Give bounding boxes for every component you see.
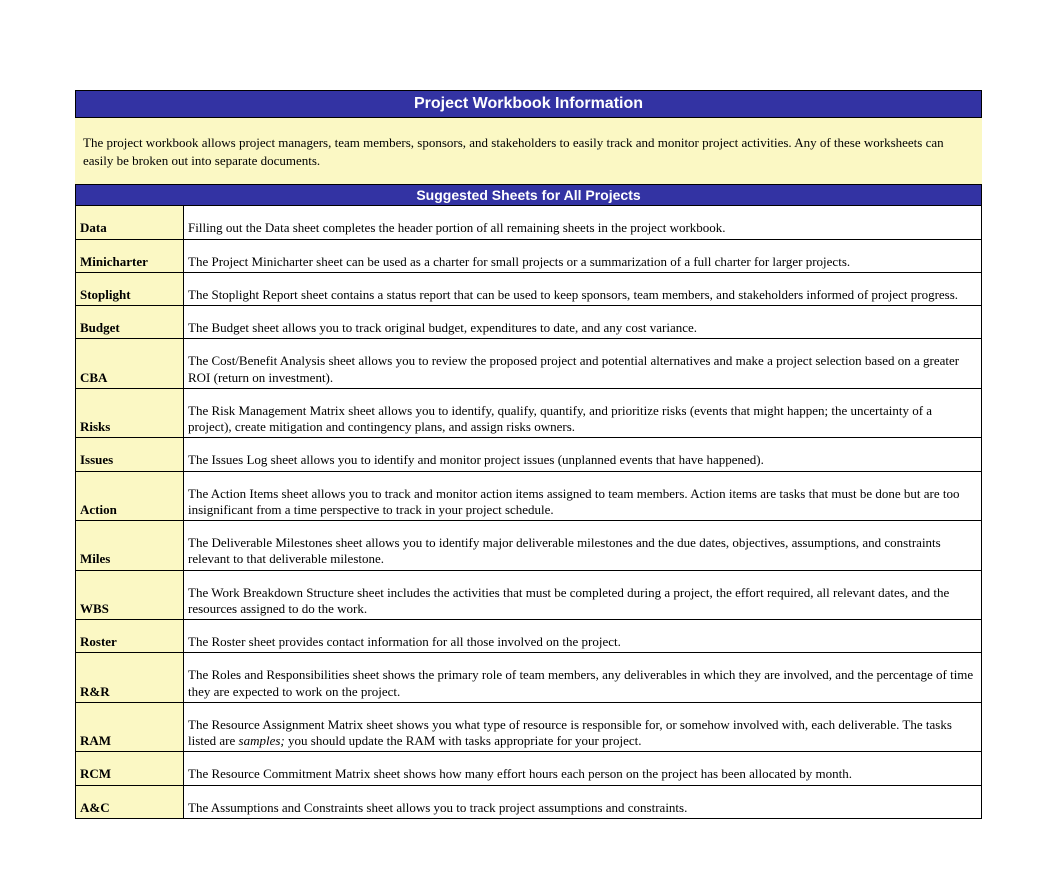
table-row: R&RThe Roles and Responsibilities sheet …	[76, 653, 982, 703]
sheet-description-cell: The Roster sheet provides contact inform…	[184, 620, 982, 653]
sheet-description-cell: The Action Items sheet allows you to tra…	[184, 471, 982, 521]
table-row: RisksThe Risk Management Matrix sheet al…	[76, 388, 982, 438]
sheet-description-cell: The Project Minicharter sheet can be use…	[184, 239, 982, 272]
sheet-name-cell: RAM	[76, 702, 184, 752]
table-row: A&CThe Assumptions and Constraints sheet…	[76, 785, 982, 818]
sheet-name-cell: Action	[76, 471, 184, 521]
sheet-description-cell: The Assumptions and Constraints sheet al…	[184, 785, 982, 818]
table-row: RAMThe Resource Assignment Matrix sheet …	[76, 702, 982, 752]
table-row: MilesThe Deliverable Milestones sheet al…	[76, 521, 982, 571]
table-row: MinicharterThe Project Minicharter sheet…	[76, 239, 982, 272]
sheet-description-cell: Filling out the Data sheet completes the…	[184, 206, 982, 239]
sheet-description-cell: The Roles and Responsibilities sheet sho…	[184, 653, 982, 703]
sheet-description-cell: The Cost/Benefit Analysis sheet allows y…	[184, 339, 982, 389]
sheet-name-cell: Budget	[76, 306, 184, 339]
sheet-name-cell: Minicharter	[76, 239, 184, 272]
description-italic: samples;	[239, 733, 285, 748]
table-row: BudgetThe Budget sheet allows you to tra…	[76, 306, 982, 339]
sheet-name-cell: RCM	[76, 752, 184, 785]
table-row: ActionThe Action Items sheet allows you …	[76, 471, 982, 521]
sheet-name-cell: R&R	[76, 653, 184, 703]
sheet-name-cell: Risks	[76, 388, 184, 438]
sheet-description-cell: The Stoplight Report sheet contains a st…	[184, 272, 982, 305]
table-row: RosterThe Roster sheet provides contact …	[76, 620, 982, 653]
sheet-description-cell: The Budget sheet allows you to track ori…	[184, 306, 982, 339]
description-text: you should update the RAM with tasks app…	[285, 733, 642, 748]
sheet-description-cell: The Resource Commitment Matrix sheet sho…	[184, 752, 982, 785]
table-row: WBSThe Work Breakdown Structure sheet in…	[76, 570, 982, 620]
sheet-name-cell: Stoplight	[76, 272, 184, 305]
sheet-name-cell: Data	[76, 206, 184, 239]
table-row: DataFilling out the Data sheet completes…	[76, 206, 982, 239]
table-row: CBAThe Cost/Benefit Analysis sheet allow…	[76, 339, 982, 389]
sheet-name-cell: WBS	[76, 570, 184, 620]
table-row: RCMThe Resource Commitment Matrix sheet …	[76, 752, 982, 785]
sheet-description-cell: The Risk Management Matrix sheet allows …	[184, 388, 982, 438]
intro-paragraph: The project workbook allows project mana…	[75, 118, 982, 184]
sheet-name-cell: A&C	[76, 785, 184, 818]
sheet-description-cell: The Work Breakdown Structure sheet inclu…	[184, 570, 982, 620]
sheet-description-cell: The Issues Log sheet allows you to ident…	[184, 438, 982, 471]
sheet-name-cell: Miles	[76, 521, 184, 571]
page-title: Project Workbook Information	[75, 90, 982, 118]
sheet-description-cell: The Resource Assignment Matrix sheet sho…	[184, 702, 982, 752]
sheet-name-cell: Issues	[76, 438, 184, 471]
sheets-table: DataFilling out the Data sheet completes…	[75, 205, 982, 819]
table-row: IssuesThe Issues Log sheet allows you to…	[76, 438, 982, 471]
sheet-name-cell: Roster	[76, 620, 184, 653]
sheet-description-cell: The Deliverable Milestones sheet allows …	[184, 521, 982, 571]
table-row: StoplightThe Stoplight Report sheet cont…	[76, 272, 982, 305]
section-header: Suggested Sheets for All Projects	[75, 184, 982, 205]
sheet-name-cell: CBA	[76, 339, 184, 389]
